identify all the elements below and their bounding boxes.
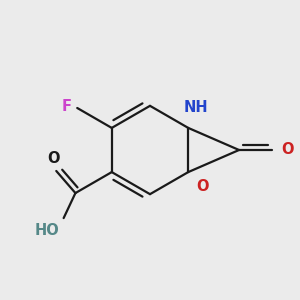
- Text: HO: HO: [34, 224, 59, 238]
- Text: O: O: [281, 142, 293, 158]
- Text: F: F: [62, 99, 72, 114]
- Text: O: O: [196, 178, 208, 194]
- Text: O: O: [47, 151, 60, 166]
- Text: NH: NH: [183, 100, 208, 115]
